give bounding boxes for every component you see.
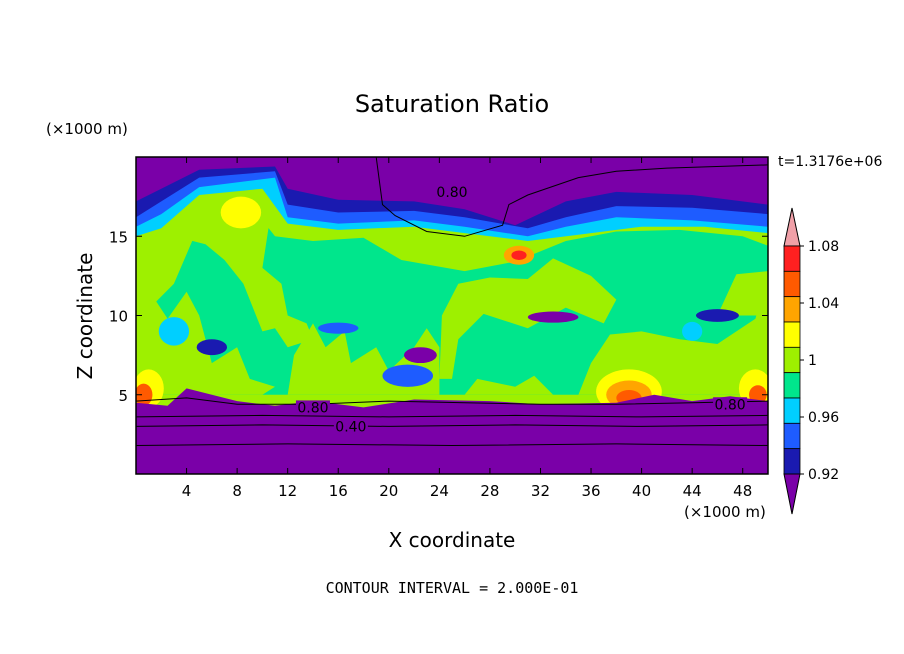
x-tick-label-9: 40 [632,482,651,500]
y-tick-label-0: 5 [118,387,128,405]
x-tick-label-8: 36 [581,482,600,500]
pocket-blue-6 [196,339,228,356]
colorbar-box-2 [783,296,801,323]
region-supersat-upper-left [173,201,313,348]
region-supersat-center [439,258,617,379]
colorbar-box-7 [783,422,801,450]
colorbar-box-3 [783,321,801,348]
colorbar-label-4: 0.92 [808,467,839,483]
contour-label-0: 0.80 [436,185,467,201]
colorbar-box-4 [783,346,801,374]
colorbar-label-2: 1 [808,353,817,369]
colorbar-box-6 [783,397,801,424]
y-axis-label: Z coordinate [73,253,97,380]
region-supersat-far-right [717,271,768,316]
contour-line-080-upper [375,157,768,237]
contour-line-020 [136,443,768,447]
x-axis-label: X coordinate [389,528,516,552]
colorbar-label-3: 0.96 [808,410,839,426]
colorbar-label-1: 1.04 [808,296,839,312]
colorbar-box-0 [783,245,801,272]
x-tick-label-3: 16 [329,482,348,500]
pocket-blue-16 [318,322,359,334]
y-axis: 5 10 15 [109,228,768,405]
time-label: t=1.3176e+06 [778,154,882,170]
x-tick-label-5: 24 [430,482,449,500]
colorbar-box-5 [783,372,801,399]
pocket-cyan-3 [158,317,190,346]
x-tick-label-1: 8 [232,482,242,500]
pocket-purple-33 [527,311,579,323]
region-dry-lower [136,388,768,474]
x-tick-label-6: 28 [480,482,499,500]
region-supersat-right [578,274,768,395]
pocket-blue-21 [382,364,434,387]
contour-label-bg-1 [295,400,330,415]
x-tick-label-4: 20 [379,482,398,500]
colorbar-top-arrow [783,207,801,247]
colorbar-bottom-arrow [783,473,801,515]
x-tick-label-2: 12 [278,482,297,500]
saturation-field: 0.80 0.80 0.40 0.80 [136,157,768,474]
x-unit-label: (×1000 m) [684,503,766,521]
x-axis: 4 8 12 16 20 24 28 32 36 40 44 48 [182,157,752,500]
x-tick-label-7: 32 [531,482,550,500]
colorbar-label-0: 1.08 [808,239,839,255]
colorbar-box-8 [783,448,801,475]
contour-label-bg-0 [435,184,469,199]
contour-label-3: 0.80 [714,397,745,413]
colorbar: 1.08 1.04 1 0.96 0.92 [783,207,839,515]
y-unit-label: (×1000 m) [46,120,128,138]
pocket-blue-46 [695,309,739,322]
contour-label-2: 0.40 [335,419,366,435]
y-tick-label-2: 15 [109,228,128,246]
region-supersat-lowband [464,375,554,395]
contour-line-080-lower [136,397,768,405]
pocket-cyan-44 [682,321,703,341]
chart-title: Saturation Ratio [355,90,549,118]
pocket-purple-22 [403,347,437,364]
colorbar-box-1 [783,270,801,298]
contour-label-bg-3 [713,397,748,412]
hotspot-yellow-upper [220,196,262,229]
y-tick-label-1: 10 [109,308,128,326]
contour-interval-note: CONTOUR INTERVAL = 2.000E-01 [326,579,579,597]
x-tick-label-10: 44 [683,482,702,500]
contour-line-060 [136,414,768,418]
x-tick-label-11: 48 [733,482,752,500]
contour-label-bg-2 [333,419,368,434]
x-tick-label-0: 4 [182,482,192,500]
hotspot-red-upper [511,250,527,261]
contour-line-040 [136,424,768,427]
contour-label-1: 0.80 [297,400,328,416]
